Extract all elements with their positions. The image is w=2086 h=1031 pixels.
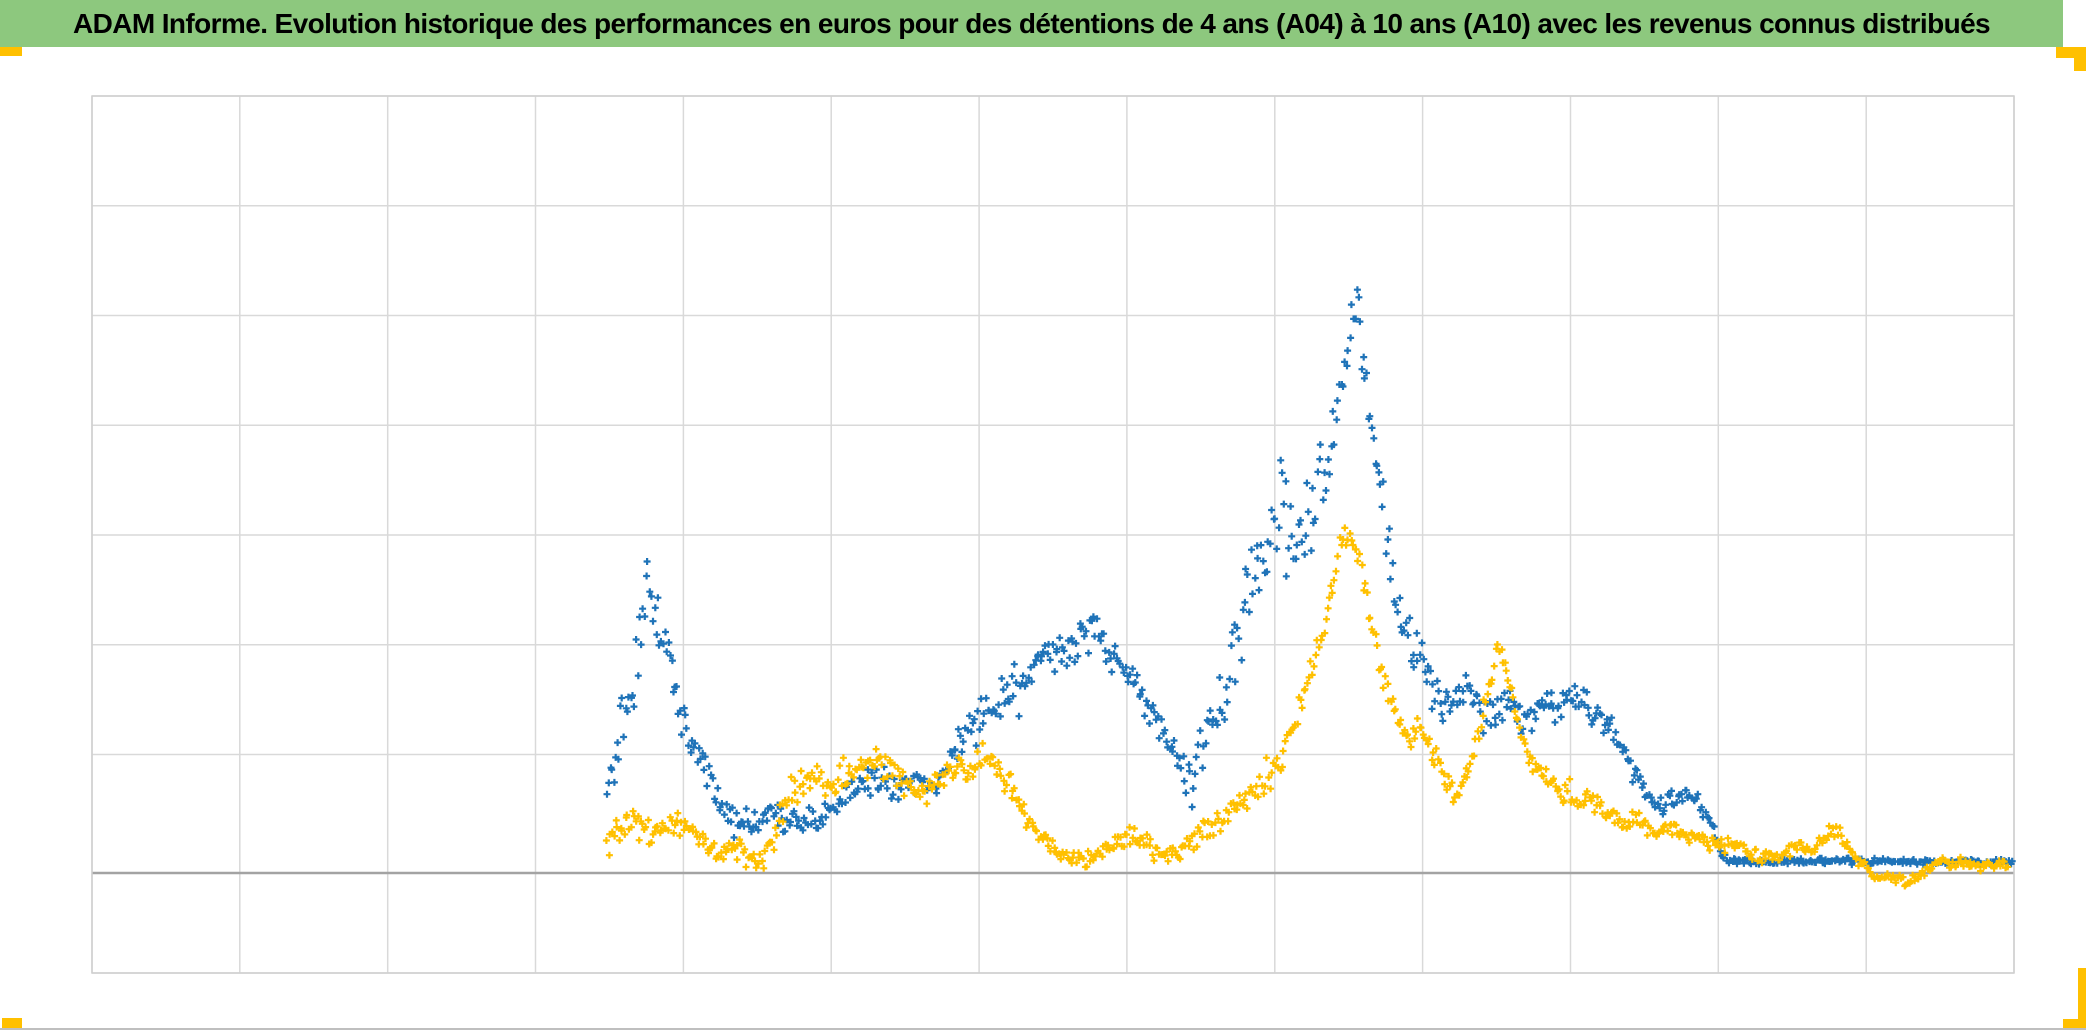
accent-bottom-left-mark bbox=[2, 1018, 22, 1029]
title-bar: ADAM Informe. Evolution historique des p… bbox=[0, 0, 2063, 47]
accent-bottom-right-mark bbox=[2063, 1019, 2086, 1029]
accent-top-right-mark bbox=[2056, 47, 2086, 58]
scatter-chart bbox=[91, 95, 2016, 974]
accent-top-right-stub bbox=[2074, 47, 2086, 71]
series-gold-points bbox=[602, 524, 2012, 890]
chart-title: ADAM Informe. Evolution historique des p… bbox=[72, 7, 1991, 39]
accent-top-left-mark bbox=[0, 47, 22, 56]
bottom-edge-line bbox=[0, 1028, 2086, 1030]
accent-bottom-right-stub bbox=[2078, 968, 2086, 1029]
